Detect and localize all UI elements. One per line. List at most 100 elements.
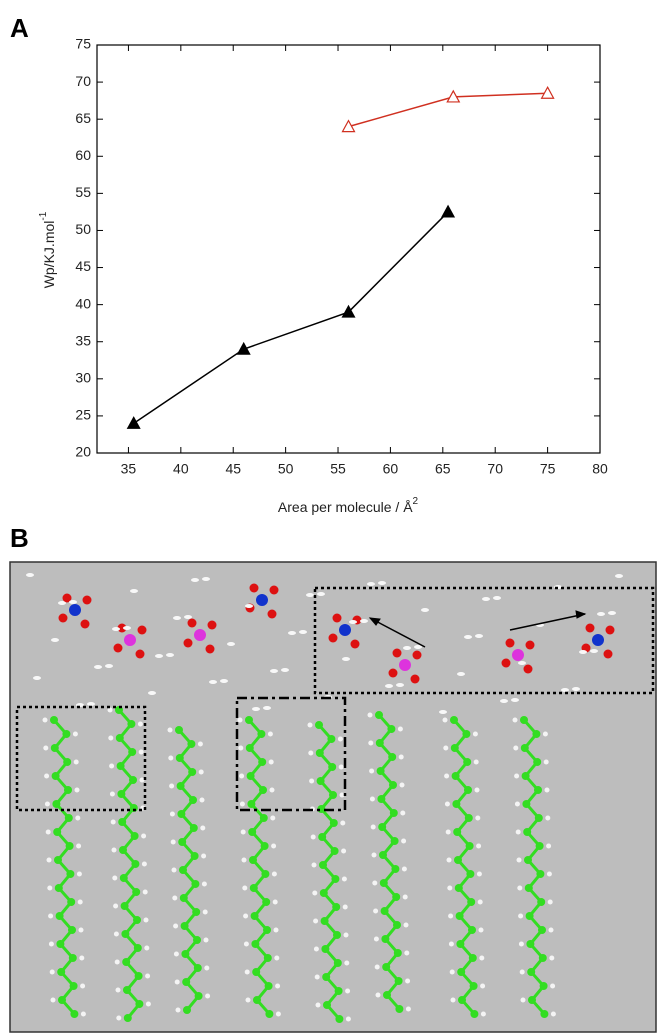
data-point	[341, 304, 356, 318]
hydrogen	[543, 759, 549, 765]
hydrogen	[113, 903, 119, 909]
hydrogen	[239, 801, 245, 807]
bond	[452, 719, 476, 1015]
oxygen	[117, 623, 127, 633]
hydrogen	[516, 857, 522, 863]
water	[414, 645, 422, 649]
hydrogen	[243, 913, 249, 919]
hydrogen	[199, 797, 205, 803]
hydrogen	[405, 1006, 411, 1012]
molecular-snapshot	[9, 561, 657, 1033]
hydrogen	[145, 1001, 151, 1007]
hydrogen	[477, 899, 483, 905]
hydrogen	[446, 857, 452, 863]
hydrogen	[345, 1016, 351, 1022]
hydrogen	[550, 983, 556, 989]
water	[209, 680, 217, 684]
hydrogen	[400, 810, 406, 816]
oxygen	[137, 625, 147, 635]
hydrogen	[542, 731, 548, 737]
hydrogen	[370, 824, 376, 830]
hydrogen	[107, 707, 113, 713]
hydrogen	[271, 871, 277, 877]
water	[464, 635, 472, 639]
oxygen	[187, 618, 197, 628]
hydrogen	[46, 857, 52, 863]
oxygen	[523, 664, 533, 674]
water	[87, 702, 95, 706]
hydrogen	[480, 983, 486, 989]
oxygen	[205, 644, 215, 654]
y-tick-label: 60	[75, 147, 91, 163]
hydrogen	[549, 955, 555, 961]
hydrogen	[80, 983, 86, 989]
hydrogen	[308, 750, 314, 756]
water	[306, 593, 314, 597]
hydrogen	[145, 973, 151, 979]
oxygen	[135, 649, 145, 659]
hydrogen	[312, 890, 318, 896]
oxygen	[388, 668, 398, 678]
head-atom	[592, 634, 604, 646]
hydrogen	[202, 909, 208, 915]
hydrogen	[369, 796, 375, 802]
water	[378, 581, 386, 585]
water	[615, 574, 623, 578]
hydrogen	[313, 946, 319, 952]
hydrogen	[42, 717, 48, 723]
hydrogen	[341, 848, 347, 854]
dotted-box	[313, 586, 655, 695]
water	[317, 592, 325, 596]
water	[112, 627, 120, 631]
water	[299, 630, 307, 634]
hydrogen	[270, 815, 276, 821]
hydrogen	[268, 759, 274, 765]
hydrogen	[372, 880, 378, 886]
water	[270, 669, 278, 673]
hydrogen	[445, 829, 451, 835]
water	[252, 707, 260, 711]
hydrogen	[310, 834, 316, 840]
hydrogen	[203, 937, 209, 943]
water	[191, 578, 199, 582]
bond	[52, 719, 76, 1015]
hydrogen	[520, 997, 526, 1003]
highlight-boxes	[15, 586, 655, 812]
water	[94, 665, 102, 669]
hydrogen	[550, 1011, 556, 1017]
hydrogen	[141, 833, 147, 839]
hydrogen	[175, 1007, 181, 1013]
water	[263, 706, 271, 710]
water	[281, 668, 289, 672]
hydrogen	[114, 959, 120, 965]
water	[166, 653, 174, 657]
oxygen	[412, 650, 422, 660]
water	[202, 577, 210, 581]
hydrogen	[173, 951, 179, 957]
x-tick-label: 50	[278, 461, 294, 477]
y-tick-label: 25	[75, 407, 91, 423]
panel-label: A	[10, 13, 29, 43]
hydrogen	[343, 932, 349, 938]
water	[148, 691, 156, 695]
hydrogen	[243, 941, 249, 947]
dashdot-box	[235, 696, 347, 812]
hydrogen	[198, 769, 204, 775]
water	[475, 634, 483, 638]
head-atom	[512, 649, 524, 661]
water	[561, 688, 569, 692]
water	[69, 600, 77, 604]
oxygen	[62, 593, 72, 603]
water	[288, 631, 296, 635]
oxygen	[269, 585, 279, 595]
water	[349, 620, 357, 624]
hydrogen	[137, 721, 143, 727]
hydrogen	[474, 787, 480, 793]
hydrogen	[339, 792, 345, 798]
hydrogen	[238, 745, 244, 751]
hydrogen	[79, 955, 85, 961]
hydrogen	[205, 993, 211, 999]
hydrogen	[201, 853, 207, 859]
x-tick-label: 70	[487, 461, 503, 477]
head-atom	[69, 604, 81, 616]
